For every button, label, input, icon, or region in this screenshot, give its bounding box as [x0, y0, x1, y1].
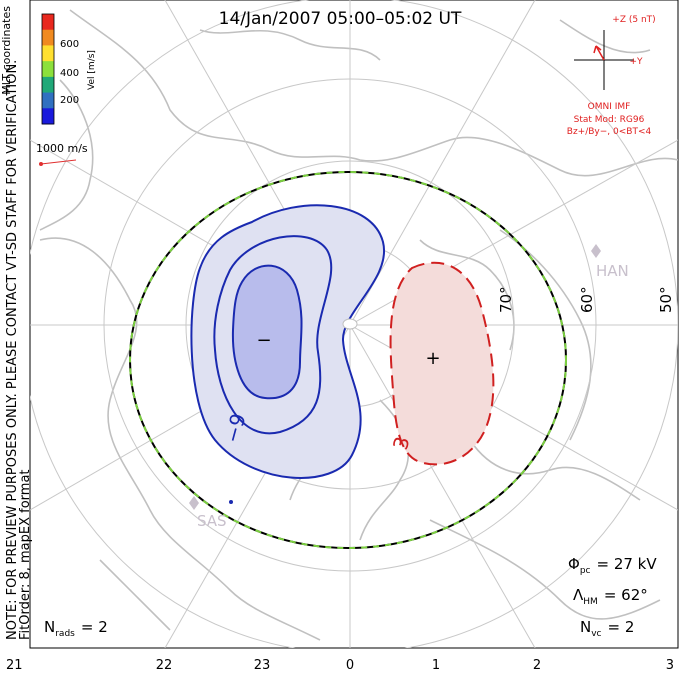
mlt-tick-0: 0: [346, 658, 354, 673]
mlt-axis: 21 22 23 0 1 2 3: [6, 658, 674, 673]
negative-cell-center-symbol: −: [256, 330, 271, 351]
mlt-tick-2: 2: [533, 658, 541, 673]
colorbar-segment: [42, 76, 54, 94]
imf-z-label: +Z (5 nT): [612, 15, 655, 25]
mlt-tick-23: 23: [254, 658, 271, 673]
colorbar-tick-600: 600: [60, 39, 79, 50]
fit-order-note: FitOrder: 8, mapEX format: [18, 469, 33, 640]
svg-text:ΛHM= 62°: ΛHM = 62°: [573, 586, 648, 607]
latitude-label-50: 50°: [657, 286, 675, 313]
imf-vector: [595, 45, 605, 61]
latitude-label-60: 60°: [578, 286, 596, 313]
positive-cell-center-symbol: +: [425, 348, 440, 369]
mlt-tick-22: 22: [156, 658, 173, 673]
colorbar-segment: [42, 14, 54, 31]
map-title: 14/Jan/2007 05:00–05:02 UT: [219, 9, 462, 29]
stats-phi-pc: Φpc = 27 kV: [568, 555, 657, 576]
imf-clock: +Z (5 nT) +Y OMNI IMF Stat Mod: RG96 Bz+…: [567, 15, 656, 137]
colorbar-segment: [42, 61, 54, 78]
latitude-label-70: 70°: [497, 286, 515, 313]
station-sas: SAS: [189, 496, 227, 530]
svg-text:Nrads= 2: Nrads = 2: [44, 618, 108, 639]
scale-vector-label: 1000 m/s: [36, 142, 88, 155]
stats-n-rads: Nrads = 2: [44, 618, 108, 639]
station-han: HAN: [591, 244, 629, 280]
coordinates-label: MLT coordinates: [0, 6, 13, 95]
scale-vector-line: [40, 159, 77, 165]
imf-model: Stat Mod: RG96: [574, 115, 645, 125]
stats-lambda-hm: ΛHM = 62°: [573, 586, 648, 607]
mlt-tick-1: 1: [432, 658, 440, 673]
velocity-vector-dot: [229, 500, 233, 504]
negative-potential-cell: − −9: [190, 204, 386, 479]
station-han-label: HAN: [596, 262, 629, 280]
colorbar-tick-400: 400: [60, 68, 79, 79]
colorbar-tick-200: 200: [60, 95, 79, 106]
imf-source: OMNI IMF: [588, 102, 631, 112]
mlt-tick-21: 21: [6, 658, 23, 673]
colorbar-segment: [42, 108, 54, 125]
colorbar-label: Vel [m/s]: [87, 50, 97, 90]
imf-y-label: +Y: [629, 57, 643, 67]
stats-n-vc: Nvc = 2: [580, 618, 634, 639]
mlt-tick-3: 3: [666, 658, 674, 673]
station-sas-label: SAS: [197, 512, 227, 530]
colorbar-segment: [42, 29, 54, 46]
colorbar-segment: [42, 92, 54, 109]
positive-contour-label: 3: [388, 434, 414, 453]
svg-text:Nvc= 2: Nvc = 2: [580, 618, 634, 639]
positive-potential-cell: + 3: [388, 261, 495, 466]
imf-condition: Bz+/By−, 0<BT<4: [567, 127, 652, 137]
velocity-colorbar: 600 400 200 Vel [m/s]: [41, 13, 97, 125]
heppner-maynard-boundary: [129, 171, 567, 549]
colorbar-segment: [42, 45, 54, 62]
svg-text:Φpc= 27 kV: Φpc = 27 kV: [568, 555, 657, 576]
pole-marker: [342, 318, 358, 330]
imf-vector-head: [593, 45, 602, 54]
coastlines: [39, 9, 678, 641]
preview-note: NOTE: FOR PREVIEW PURPOSES ONLY. PLEASE …: [5, 60, 20, 640]
